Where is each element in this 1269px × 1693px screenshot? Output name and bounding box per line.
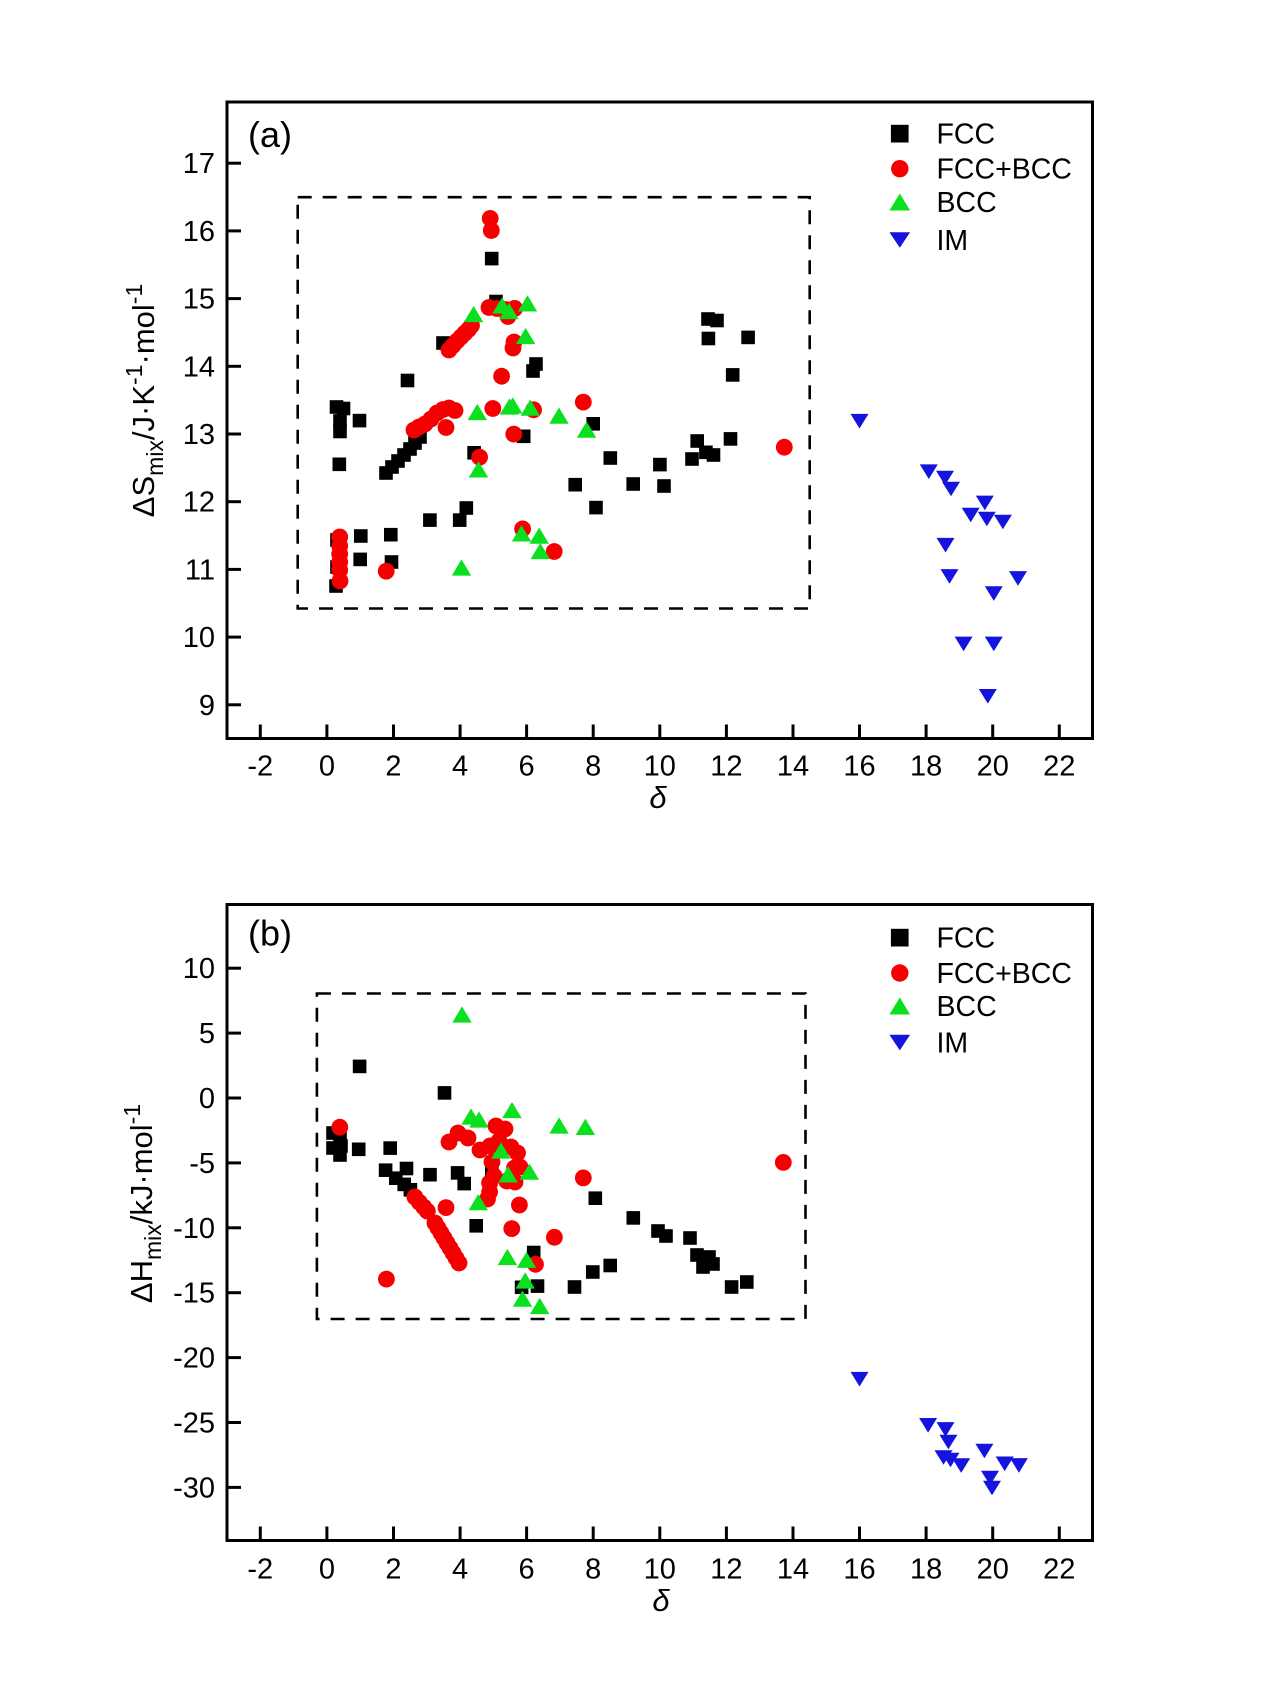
svg-text:16: 16 (183, 216, 215, 248)
svg-text:BCC: BCC (937, 187, 997, 219)
svg-text:17: 17 (183, 148, 215, 180)
svg-text:11: 11 (185, 554, 215, 586)
svg-text:10: 10 (644, 751, 676, 783)
svg-text:FCC: FCC (937, 119, 996, 151)
svg-text:δ: δ (649, 780, 667, 815)
svg-text:0: 0 (319, 1554, 335, 1586)
svg-text:15: 15 (183, 284, 215, 316)
svg-text:16: 16 (843, 1554, 875, 1586)
svg-text:-20: -20 (173, 1343, 215, 1375)
svg-text:20: 20 (977, 1554, 1009, 1586)
svg-text:22: 22 (1043, 1554, 1075, 1586)
svg-text:20: 20 (977, 751, 1009, 783)
svg-text:-2: -2 (247, 1554, 273, 1586)
svg-text:ΔSmix/J·K-1·mol-1: ΔSmix/J·K-1·mol-1 (121, 284, 168, 517)
svg-text:-5: -5 (189, 1148, 215, 1180)
svg-text:ΔHmix/kJ·mol-1: ΔHmix/kJ·mol-1 (119, 1104, 166, 1303)
svg-text:-2: -2 (247, 751, 273, 783)
svg-text:6: 6 (519, 1554, 535, 1586)
svg-text:4: 4 (452, 751, 468, 783)
svg-text:(a): (a) (248, 114, 292, 155)
svg-text:IM: IM (937, 225, 969, 257)
svg-text:14: 14 (777, 751, 809, 783)
svg-text:8: 8 (585, 1554, 601, 1586)
svg-text:FCC: FCC (937, 923, 996, 955)
svg-text:BCC: BCC (937, 991, 997, 1023)
svg-text:-25: -25 (173, 1408, 215, 1440)
svg-text:IM: IM (937, 1028, 969, 1060)
svg-text:0: 0 (319, 751, 335, 783)
svg-text:-15: -15 (173, 1278, 215, 1310)
svg-text:10: 10 (644, 1554, 676, 1586)
svg-text:12: 12 (710, 751, 742, 783)
svg-text:FCC+BCC: FCC+BCC (937, 154, 1072, 186)
svg-text:10: 10 (183, 953, 215, 985)
svg-text:22: 22 (1043, 751, 1075, 783)
svg-text:6: 6 (519, 751, 535, 783)
svg-text:9: 9 (199, 690, 215, 722)
svg-text:16: 16 (843, 751, 875, 783)
svg-text:2: 2 (385, 1554, 401, 1586)
svg-text:8: 8 (585, 751, 601, 783)
svg-text:-30: -30 (173, 1472, 215, 1504)
svg-text:(b): (b) (248, 913, 292, 954)
svg-text:12: 12 (183, 487, 215, 519)
svg-text:18: 18 (910, 1554, 942, 1586)
svg-text:δ: δ (652, 1583, 670, 1618)
svg-text:5: 5 (199, 1018, 215, 1050)
svg-text:4: 4 (452, 1554, 468, 1586)
svg-text:-10: -10 (173, 1213, 215, 1245)
svg-text:18: 18 (910, 751, 942, 783)
svg-text:12: 12 (710, 1554, 742, 1586)
svg-text:2: 2 (385, 751, 401, 783)
svg-text:14: 14 (777, 1554, 809, 1586)
svg-text:13: 13 (183, 419, 215, 451)
svg-text:14: 14 (183, 351, 215, 383)
svg-text:0: 0 (199, 1083, 215, 1115)
svg-text:FCC+BCC: FCC+BCC (937, 958, 1072, 990)
svg-text:10: 10 (183, 622, 215, 654)
